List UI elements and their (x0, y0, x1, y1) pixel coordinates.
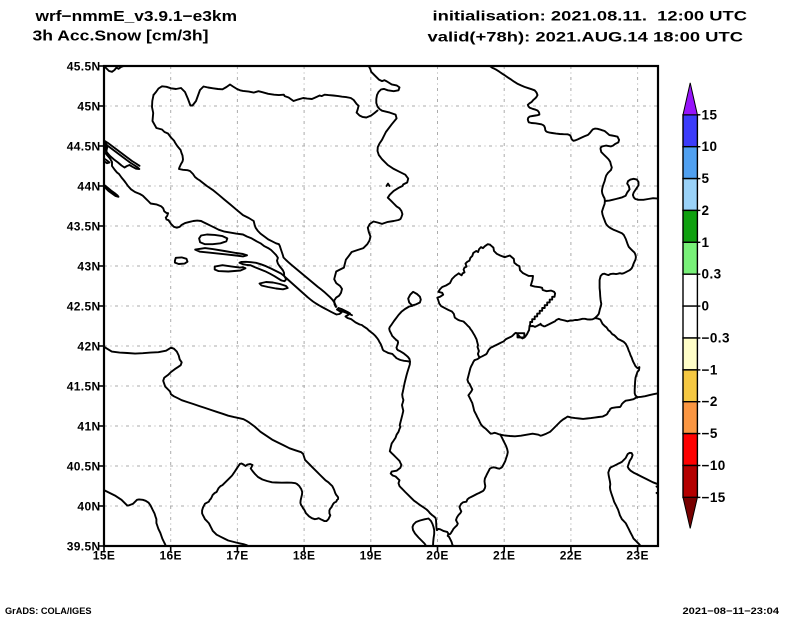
svg-text:−0.3: −0.3 (702, 331, 730, 346)
svg-text:40N: 40N (77, 500, 100, 514)
svg-text:−2: −2 (702, 394, 718, 409)
svg-text:44N: 44N (77, 180, 100, 194)
svg-text:15: 15 (702, 107, 718, 122)
svg-text:2: 2 (702, 203, 710, 218)
svg-text:0.3: 0.3 (702, 267, 722, 282)
svg-text:GrADS: COLA/IGES: GrADS: COLA/IGES (5, 606, 92, 617)
svg-text:5: 5 (702, 171, 710, 186)
svg-text:43.5N: 43.5N (67, 220, 101, 234)
svg-text:44.5N: 44.5N (67, 140, 101, 154)
svg-text:21E: 21E (493, 549, 515, 563)
svg-text:18E: 18E (293, 549, 315, 563)
svg-text:17E: 17E (226, 549, 248, 563)
svg-text:−10: −10 (702, 458, 726, 473)
svg-text:2021−08−11−23:04: 2021−08−11−23:04 (683, 606, 780, 617)
svg-text:39.5N: 39.5N (67, 540, 101, 554)
svg-text:valid(+78h): 2021.AUG.14 18:00: valid(+78h): 2021.AUG.14 18:00 UTC (428, 29, 744, 45)
svg-text:45N: 45N (77, 100, 100, 114)
svg-text:42N: 42N (77, 340, 100, 354)
svg-text:41N: 41N (77, 420, 100, 434)
svg-text:41.5N: 41.5N (67, 380, 101, 394)
svg-text:−5: −5 (702, 426, 718, 441)
svg-text:20E: 20E (426, 549, 448, 563)
svg-text:wrf−nmmE_v3.9.1−e3km: wrf−nmmE_v3.9.1−e3km (34, 8, 237, 25)
svg-text:−15: −15 (702, 490, 726, 505)
svg-text:0: 0 (702, 299, 710, 314)
svg-text:3h Acc.Snow [cm/3h]: 3h Acc.Snow [cm/3h] (33, 28, 209, 45)
svg-text:42.5N: 42.5N (67, 300, 101, 314)
svg-text:45.5N: 45.5N (67, 60, 101, 74)
svg-text:23E: 23E (626, 549, 648, 563)
svg-text:10: 10 (702, 139, 718, 154)
svg-text:22E: 22E (560, 549, 582, 563)
svg-text:19E: 19E (360, 549, 382, 563)
svg-text:15E: 15E (93, 549, 115, 563)
svg-text:16E: 16E (159, 549, 181, 563)
svg-text:initialisation: 2021.08.11. 1: initialisation: 2021.08.11. 12:00 UTC (433, 8, 748, 24)
svg-text:−1: −1 (702, 362, 718, 377)
svg-text:43N: 43N (77, 260, 100, 274)
svg-text:1: 1 (702, 235, 710, 250)
svg-text:40.5N: 40.5N (67, 460, 101, 474)
